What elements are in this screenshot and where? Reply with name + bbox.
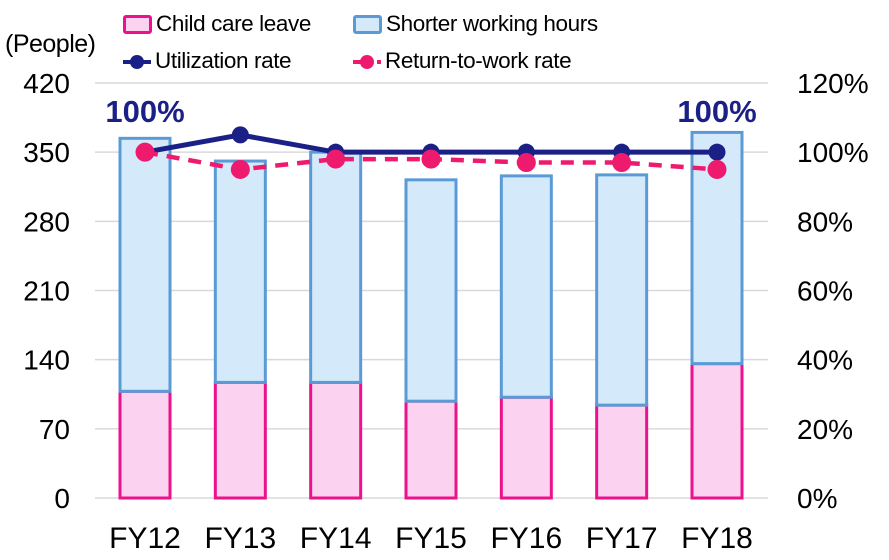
x-axis-category-label: FY13 xyxy=(204,522,276,555)
bar-child-care-leave xyxy=(690,362,744,500)
legend-label-shorter-working-hours: Shorter working hours xyxy=(386,11,598,37)
x-axis-category-label: FY12 xyxy=(109,522,181,555)
bar-shorter-working-hours xyxy=(595,173,649,407)
child-care-leave-swatch-icon xyxy=(123,15,152,34)
right-axis-tick-label: 20% xyxy=(797,414,853,445)
x-axis-category-label: FY14 xyxy=(300,522,372,555)
bar-shorter-working-hours xyxy=(118,136,172,393)
right-axis-tick-label: 120% xyxy=(797,68,869,99)
left-axis-tick-label: 350 xyxy=(23,137,70,168)
x-axis-category-label: FY17 xyxy=(586,522,658,555)
legend-item-shorter-working-hours: Shorter working hours xyxy=(353,13,598,36)
utilization-rate-point xyxy=(231,126,249,144)
bar-shorter-working-hours xyxy=(309,150,363,384)
right-axis-tick-label: 80% xyxy=(797,206,853,237)
x-axis-category-label: FY16 xyxy=(490,522,562,555)
right-axis-tick-label: 40% xyxy=(797,345,853,376)
x-axis-category-label: FY18 xyxy=(681,522,753,555)
left-axis-tick-label: 210 xyxy=(23,276,70,307)
return-to-work-rate-marker-icon xyxy=(353,53,381,71)
legend-item-child-care-leave: Child care leave xyxy=(123,13,353,36)
legend-item-return-to-work-rate: Return-to-work rate xyxy=(353,50,598,73)
left-axis-tick-label: 420 xyxy=(23,68,70,99)
left-axis-title: (People) xyxy=(5,30,96,58)
return-to-work-rate-point xyxy=(707,159,727,179)
return-to-work-rate-point xyxy=(135,142,155,162)
left-axis-tick-label: 280 xyxy=(23,206,70,237)
left-axis-tick-label: 0 xyxy=(54,483,70,514)
shorter-working-hours-swatch-icon xyxy=(353,15,382,34)
bar-shorter-working-hours xyxy=(404,178,458,403)
right-axis-tick-label: 60% xyxy=(797,276,853,307)
legend-item-utilization-rate: Utilization rate xyxy=(123,50,353,73)
return-to-work-rate-point xyxy=(612,153,632,173)
legend: Child care leave Shorter working hours U… xyxy=(123,6,598,80)
left-axis-tick-label: 140 xyxy=(23,345,70,376)
bar-child-care-leave xyxy=(595,403,649,500)
return-to-work-rate-point xyxy=(326,149,346,169)
right-axis-tick-label: 0% xyxy=(797,483,837,514)
annotation-100-percent: 100% xyxy=(105,94,184,129)
bar-child-care-leave xyxy=(499,395,553,500)
right-axis-tick-label: 100% xyxy=(797,137,869,168)
bar-child-care-leave xyxy=(404,399,458,500)
utilization-rate-marker-icon xyxy=(123,53,151,71)
legend-label-child-care-leave: Child care leave xyxy=(156,11,311,37)
return-to-work-rate-point xyxy=(421,149,441,169)
return-to-work-rate-point xyxy=(516,153,536,173)
legend-label-return-to-work-rate: Return-to-work rate xyxy=(385,48,572,74)
return-to-work-rate-point xyxy=(230,159,250,179)
bar-child-care-leave xyxy=(118,389,172,500)
bar-child-care-leave xyxy=(309,380,363,500)
bar-child-care-leave xyxy=(213,380,267,500)
bar-shorter-working-hours xyxy=(499,174,553,399)
bar-shorter-working-hours xyxy=(213,159,267,384)
left-axis-tick-label: 70 xyxy=(39,414,70,445)
x-axis-category-label: FY15 xyxy=(395,522,467,555)
annotation-100-percent: 100% xyxy=(677,94,756,129)
utilization-rate-point xyxy=(708,143,726,161)
legend-label-utilization-rate: Utilization rate xyxy=(155,48,292,74)
